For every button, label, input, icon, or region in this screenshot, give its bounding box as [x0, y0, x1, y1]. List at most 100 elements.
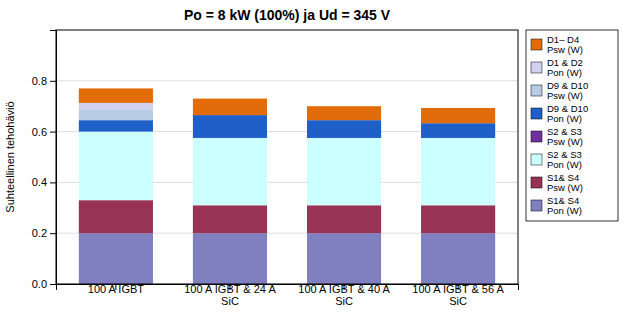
text-line: Pon (W): [547, 113, 582, 124]
text-line: Psw (W): [547, 44, 583, 55]
legend-label: D1 & D2Pon (W): [547, 57, 583, 78]
legend-entry: S1& S4Pon (W): [531, 195, 582, 216]
bar-segment: [193, 138, 267, 205]
tick-mark: [50, 233, 56, 234]
text-line: SiC: [221, 295, 239, 307]
tick-label: 100 A IGBT & 40 ASiC: [298, 283, 390, 307]
y-axis-title: Suhteellinen tehohäviö: [4, 101, 16, 212]
legend-swatch: [531, 154, 542, 165]
tick-label: 0.6: [32, 126, 47, 138]
tick: 0.6: [32, 126, 56, 138]
tick-mark: [50, 81, 56, 82]
text-line: Pon (W): [547, 67, 582, 78]
legend-swatch: [531, 177, 542, 188]
text-line: Pon (W): [547, 159, 582, 170]
legend-label: D9 & D10Psw (W): [547, 80, 588, 101]
legend-frame: [526, 30, 618, 221]
text-line: Psw (W): [547, 182, 583, 193]
legend-swatch: [531, 131, 542, 142]
legend-label: S2 & S3Pon (W): [547, 149, 582, 170]
legend-entry: S1& S4Psw (W): [531, 172, 583, 193]
bar-segment: [421, 205, 495, 233]
bar-segment: [421, 123, 495, 138]
grid-line: [56, 80, 518, 81]
legend-swatch: [531, 62, 542, 73]
tick: 0.4: [32, 176, 56, 188]
legend-swatch: [531, 39, 542, 50]
bar-segment: [79, 233, 153, 284]
tick-label: 0.2: [32, 227, 47, 239]
text-line: Psw (W): [547, 136, 583, 147]
bar-segment: [307, 205, 381, 233]
bars: [79, 88, 495, 284]
legend-entry: D1 & D2Pon (W): [531, 57, 583, 78]
series: [79, 88, 495, 123]
bar-segment: [79, 88, 153, 102]
x-axis: 100 A IGBT 100 A IGBT & 24 ASiC 100 A IGBT…: [57, 283, 519, 307]
text-line: D9 & D10: [547, 103, 588, 114]
grid: [56, 81, 518, 284]
tick-label: 100 A IGBT & 24 ASiC: [184, 283, 276, 307]
legend: D1– D4Psw (W)D1 & D2Pon (W)D9 & D10Psw (…: [526, 30, 618, 221]
legend-label: S2 & S3Psw (W): [547, 126, 583, 147]
series: [79, 103, 153, 110]
text-line: 100 A IGBT: [88, 283, 145, 295]
text-line: S1& S4: [547, 172, 579, 183]
title: Po = 8 kW (100%) ja Ud = 345 V: [184, 7, 391, 23]
legend-swatch: [531, 108, 542, 119]
bar-segment: [79, 110, 153, 120]
tick: 100 A IGBT & 24 ASiC: [184, 283, 276, 307]
bar-segment: [193, 233, 267, 284]
tick-mark: [50, 182, 56, 183]
bar-segment: [193, 205, 267, 233]
text-line: D9 & D10: [547, 80, 588, 91]
tick-label: 0.4: [32, 176, 47, 188]
legend-entry: S2 & S3Pon (W): [531, 149, 582, 170]
text-line: S2 & S3: [547, 126, 582, 137]
bar-segment: [193, 115, 267, 138]
text-line: Pon (W): [547, 205, 582, 216]
tick: 0.8: [32, 75, 56, 87]
legend-label: S1& S4Psw (W): [547, 172, 583, 193]
tick-mark: [50, 132, 56, 133]
plot: 0.0 0.2 0.4 0.6 0.8 100 A IGBT 100 A IGBT & 24…: [32, 30, 519, 307]
series: [79, 110, 153, 120]
text-line: D1 & D2: [547, 57, 583, 68]
bar-segment: [421, 233, 495, 284]
y-axis: 0.0 0.2 0.4 0.6 0.8: [32, 31, 57, 291]
legend-entry: D9 & D10Psw (W): [531, 80, 588, 101]
bar-segment: [79, 120, 153, 131]
bar-segment: [79, 132, 153, 201]
axis-line: [50, 31, 57, 285]
tick: 0.0: [32, 278, 56, 290]
series: [79, 132, 495, 206]
legend-swatch: [531, 85, 542, 96]
tick-label: 0.0: [32, 278, 47, 290]
bar-segment: [307, 120, 381, 138]
text-line: S1& S4: [547, 195, 579, 206]
bar-segment: [307, 106, 381, 120]
text-line: 100 A IGBT & 40 A: [298, 283, 390, 295]
tick-label: 0.8: [32, 75, 47, 87]
tick: 100 A IGBT: [88, 283, 145, 295]
text-line: D1– D4: [547, 34, 579, 45]
bar-segment: [421, 108, 495, 123]
legend-swatch: [531, 200, 542, 211]
chart-container: 0.0 0.2 0.4 0.6 0.8 100 A IGBT 100 A IGBT & 24…: [0, 0, 630, 324]
legend-label: S1& S4Pon (W): [547, 195, 582, 216]
bar-segment: [79, 103, 153, 110]
legend-label: D9 & D10Pon (W): [547, 103, 588, 124]
chart-svg: 0.0 0.2 0.4 0.6 0.8 100 A IGBT 100 A IGBT & 24…: [0, 0, 630, 324]
bar-segment: [307, 138, 381, 205]
tick: 100 A IGBT & 56 ASiC: [412, 283, 504, 307]
text-line: 100 A IGBT & 56 A: [412, 283, 504, 295]
tick-label: 100 A IGBT: [88, 283, 145, 295]
legend-label: D1– D4Psw (W): [547, 34, 583, 55]
text-line: S2 & S3: [547, 149, 582, 160]
legend-entry: S2 & S3Psw (W): [531, 126, 583, 147]
legend-entry: D9 & D10Pon (W): [531, 103, 588, 124]
bar-segment: [193, 99, 267, 116]
text-line: Psw (W): [547, 90, 583, 101]
legend-entry: D1– D4Psw (W): [531, 34, 583, 55]
tick: 100 A IGBT & 40 ASiC: [298, 283, 390, 307]
